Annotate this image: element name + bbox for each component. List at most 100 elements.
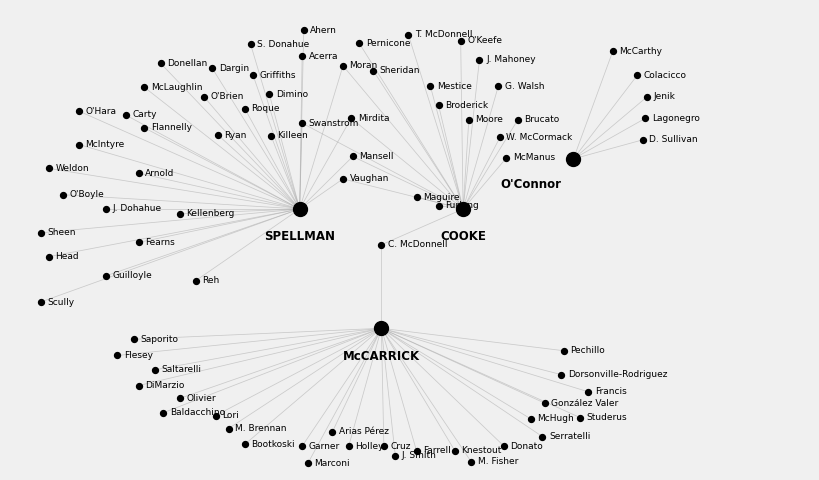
Point xyxy=(462,116,475,123)
Text: Saltarelli: Saltarelli xyxy=(161,365,201,374)
Text: O'Hara: O'Hara xyxy=(85,107,116,116)
Text: M. Fisher: M. Fisher xyxy=(477,457,518,467)
Point xyxy=(154,60,167,67)
Text: Broderick: Broderick xyxy=(445,101,487,110)
Text: McHugh: McHugh xyxy=(536,414,573,423)
Point xyxy=(222,425,235,432)
Text: Dimino: Dimino xyxy=(276,90,308,99)
Text: Reh: Reh xyxy=(202,276,219,285)
Text: Flannelly: Flannelly xyxy=(151,123,192,132)
Point xyxy=(342,443,355,450)
Point xyxy=(99,272,112,280)
Point xyxy=(523,415,536,423)
Text: Griffiths: Griffiths xyxy=(260,71,296,80)
Text: Carty: Carty xyxy=(132,110,156,120)
Point xyxy=(211,131,224,139)
Text: O'Boyle: O'Boyle xyxy=(69,190,104,199)
Point xyxy=(325,428,338,436)
Point xyxy=(388,452,401,459)
Point xyxy=(491,83,505,90)
Point xyxy=(197,93,210,101)
Point xyxy=(374,241,387,249)
Point xyxy=(263,91,276,98)
Point xyxy=(173,395,186,402)
Text: SPELLMAN: SPELLMAN xyxy=(264,230,335,243)
Point xyxy=(352,39,365,47)
Text: Dorsonville-Rodriguez: Dorsonville-Rodriguez xyxy=(567,370,667,379)
Text: Serratelli: Serratelli xyxy=(548,432,590,441)
Point xyxy=(72,141,85,148)
Point xyxy=(605,48,618,55)
Text: Roque: Roque xyxy=(251,104,279,113)
Point xyxy=(119,111,132,119)
Text: McLaughlin: McLaughlin xyxy=(151,83,202,92)
Point xyxy=(336,62,349,70)
Text: Farrell: Farrell xyxy=(423,446,450,456)
Point xyxy=(636,136,649,144)
Point xyxy=(410,447,423,455)
Point xyxy=(244,40,257,48)
Text: Marconi: Marconi xyxy=(314,459,350,468)
Text: O'Keefe: O'Keefe xyxy=(467,36,501,45)
Point xyxy=(432,202,445,209)
Text: Mirdita: Mirdita xyxy=(357,114,389,123)
Point xyxy=(581,388,594,396)
Point xyxy=(295,119,308,127)
Point xyxy=(500,154,513,162)
Text: Mansell: Mansell xyxy=(359,152,393,161)
Text: McCarthy: McCarthy xyxy=(618,47,662,56)
Point xyxy=(265,132,278,140)
Point xyxy=(189,277,202,285)
Point xyxy=(238,441,251,448)
Text: Lori: Lori xyxy=(222,411,238,420)
Text: Dargin: Dargin xyxy=(219,64,249,72)
Point xyxy=(401,31,414,38)
Text: Maguire: Maguire xyxy=(423,192,459,202)
Point xyxy=(366,67,379,74)
Point xyxy=(206,64,219,72)
Point xyxy=(296,26,310,34)
Point xyxy=(346,153,359,160)
Point xyxy=(99,205,112,213)
Text: Saporito: Saporito xyxy=(140,335,178,344)
Text: J. Smith: J. Smith xyxy=(401,451,437,460)
Text: Moore: Moore xyxy=(475,115,503,124)
Text: O'Connor: O'Connor xyxy=(500,178,560,191)
Text: McManus: McManus xyxy=(513,154,554,162)
Text: Fearns: Fearns xyxy=(145,238,174,247)
Text: Swanstrom: Swanstrom xyxy=(308,119,359,128)
Text: Donato: Donato xyxy=(510,442,543,451)
Point xyxy=(473,56,486,63)
Point xyxy=(56,191,69,199)
Point xyxy=(344,114,357,122)
Text: Killeen: Killeen xyxy=(278,132,308,141)
Text: Vaughan: Vaughan xyxy=(349,174,388,183)
Text: Arias Pérez: Arias Pérez xyxy=(338,427,388,436)
Point xyxy=(537,399,550,407)
Text: Bootkoski: Bootkoski xyxy=(251,440,295,449)
Text: Sheridan: Sheridan xyxy=(379,66,420,75)
Point xyxy=(454,36,467,44)
Point xyxy=(72,108,85,115)
Point xyxy=(295,443,308,450)
Text: G. Walsh: G. Walsh xyxy=(505,82,544,91)
Text: Cruz: Cruz xyxy=(390,442,410,451)
Text: González Valer: González Valer xyxy=(550,399,618,408)
Point xyxy=(138,124,151,132)
Point xyxy=(556,347,569,355)
Point xyxy=(111,352,124,360)
Text: Donellan: Donellan xyxy=(167,59,207,68)
Text: COOKE: COOKE xyxy=(440,230,486,243)
Point xyxy=(448,447,461,455)
Text: Head: Head xyxy=(55,252,79,261)
Text: McIntyre: McIntyre xyxy=(85,140,124,149)
Point xyxy=(138,84,151,91)
Text: M. Brennan: M. Brennan xyxy=(235,424,287,433)
Text: Baldacchino: Baldacchino xyxy=(170,408,224,417)
Text: Acerra: Acerra xyxy=(308,52,337,61)
Point xyxy=(295,52,308,60)
Point xyxy=(638,114,651,122)
Point xyxy=(535,433,548,441)
Point xyxy=(640,93,653,101)
Point xyxy=(247,72,260,79)
